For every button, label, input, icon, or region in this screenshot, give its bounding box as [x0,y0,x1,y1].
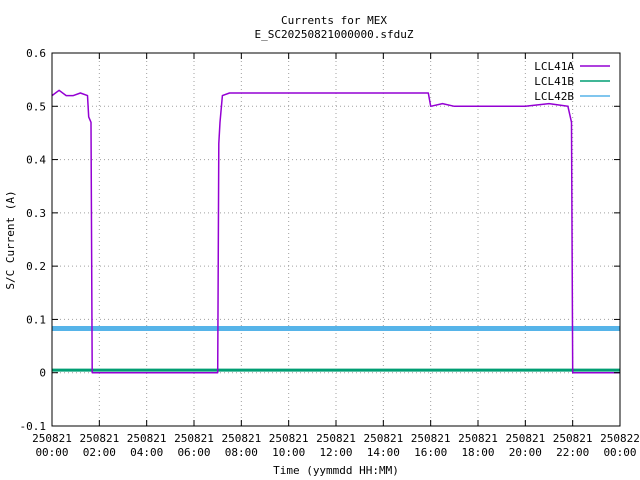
x-tick-time: 16:00 [414,446,447,459]
x-tick-date: 250821 [269,432,309,445]
y-axis-label: S/C Current (A) [4,190,17,289]
legend-label: LCL42B [534,90,574,103]
x-tick-time: 08:00 [225,446,258,459]
x-tick-time: 04:00 [130,446,163,459]
legend-label: LCL41B [534,75,574,88]
x-tick-time: 20:00 [509,446,542,459]
chart-title: Currents for MEX [281,14,387,27]
x-tick-date: 250821 [363,432,403,445]
x-tick-time: 00:00 [35,446,68,459]
series-layer [51,89,620,374]
legend-label: LCL41A [534,60,574,73]
chart-subtitle: E_SC20250821000000.sfduZ [255,28,414,41]
grid [52,53,620,426]
x-tick-date: 250821 [458,432,498,445]
x-tick-time: 14:00 [367,446,400,459]
x-tick-time: 22:00 [556,446,589,459]
x-tick-date: 250821 [174,432,214,445]
x-tick-time: 10:00 [272,446,305,459]
y-tick-label: 0.1 [26,313,46,326]
x-tick-date: 250821 [127,432,167,445]
y-tick-label: 0.2 [26,260,46,273]
x-tick-date: 250821 [411,432,451,445]
y-tick-label: 0.6 [26,47,46,60]
x-axis-label: Time (yymmdd HH:MM) [273,464,399,477]
y-axis-ticks: -0.1 0 0.1 0.2 0.3 0.4 0.5 0.6 [20,47,620,433]
x-tick-date: 250821 [316,432,356,445]
x-tick-time: 02:00 [83,446,116,459]
y-tick-label: 0.4 [26,154,46,167]
x-tick-time: 12:00 [319,446,352,459]
legend: LCL41A LCL41B LCL42B [534,60,610,103]
x-tick-time: 00:00 [603,446,636,459]
x-tick-date: 250821 [79,432,119,445]
x-axis-ticks: 25082100:0025082102:0025082104:002508210… [32,53,640,459]
x-tick-date: 250821 [32,432,72,445]
x-tick-date: 250821 [221,432,261,445]
x-tick-time: 18:00 [461,446,494,459]
y-tick-label: 0.5 [26,100,46,113]
y-tick-label: -0.1 [20,420,47,433]
y-tick-label: 0.3 [26,207,46,220]
y-tick-label: 0 [39,367,46,380]
series-line-lcl41a [51,89,620,374]
x-tick-date: 250822 [600,432,640,445]
x-tick-time: 06:00 [177,446,210,459]
x-tick-date: 250821 [505,432,545,445]
x-tick-date: 250821 [553,432,593,445]
